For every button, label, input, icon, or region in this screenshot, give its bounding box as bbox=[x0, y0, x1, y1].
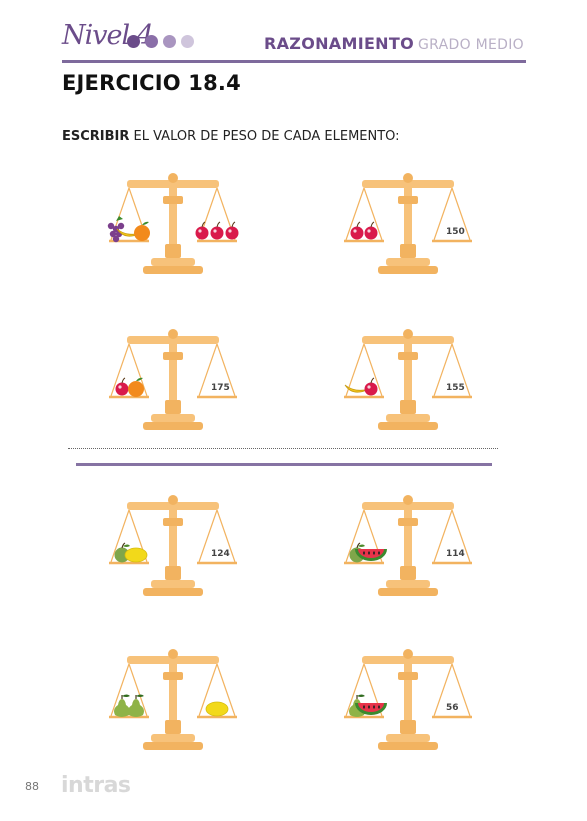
pear-icon bbox=[128, 694, 144, 717]
weight-label: 155 bbox=[446, 383, 465, 393]
balance-scale-drawing bbox=[109, 495, 237, 596]
orange-icon bbox=[128, 377, 144, 397]
weight-label: 150 bbox=[446, 227, 465, 237]
watermelon-icon bbox=[355, 703, 387, 715]
lemon-icon bbox=[124, 547, 148, 563]
grade-label: GRADO MEDIO bbox=[418, 37, 524, 53]
exercise-title: EJERCICIO 18.4 bbox=[62, 71, 241, 95]
page-number: 88 bbox=[25, 780, 39, 793]
orange-icon bbox=[134, 221, 150, 241]
weight-label: 175 bbox=[211, 383, 230, 393]
header-rule bbox=[62, 60, 526, 63]
apple-icon bbox=[114, 542, 130, 563]
balance-scale: 56 bbox=[338, 646, 478, 756]
instruction-text: EL VALOR DE PESO DE CADA ELEMENTO: bbox=[129, 129, 400, 144]
pear-icon bbox=[114, 694, 130, 717]
balance-scale: 150 bbox=[338, 170, 478, 280]
balance-scale-drawing bbox=[344, 649, 472, 750]
cherry-icon bbox=[350, 221, 364, 240]
grapes-icon bbox=[107, 216, 125, 243]
level-label: Nivel 4 bbox=[62, 20, 154, 51]
balance-scale: 155 bbox=[338, 326, 478, 436]
level-dot bbox=[127, 35, 140, 48]
balance-scale: 124 bbox=[103, 492, 243, 602]
balance-scale-drawing bbox=[107, 173, 239, 274]
balance-scale bbox=[103, 646, 243, 756]
balance-scale-drawing bbox=[344, 495, 472, 596]
dotted-divider bbox=[68, 448, 498, 449]
instruction: ESCRIBIR EL VALOR DE PESO DE CADA ELEMEN… bbox=[62, 129, 400, 144]
weight-label: 124 bbox=[211, 549, 230, 559]
watermelon-icon bbox=[355, 549, 387, 561]
cherry-icon bbox=[210, 221, 224, 240]
level-dots bbox=[127, 35, 194, 48]
cherry-icon bbox=[364, 377, 378, 396]
balance-scale: 175 bbox=[103, 326, 243, 436]
lemon-icon bbox=[205, 701, 229, 717]
publisher-logo: intras bbox=[61, 773, 131, 798]
balance-scale: 114 bbox=[338, 492, 478, 602]
section-divider bbox=[76, 463, 492, 466]
level-dot bbox=[163, 35, 176, 48]
balance-scale bbox=[103, 170, 243, 280]
balance-scale-drawing bbox=[344, 173, 472, 274]
page-header: Nivel 4 RAZONAMIENTO GRADO MEDIO bbox=[0, 0, 587, 70]
level-dot bbox=[145, 35, 158, 48]
section-label: RAZONAMIENTO GRADO MEDIO bbox=[264, 34, 524, 53]
cherry-icon bbox=[195, 221, 209, 240]
weight-label: 114 bbox=[446, 549, 465, 559]
balance-scale-drawing bbox=[109, 649, 237, 750]
section-name: RAZONAMIENTO bbox=[264, 34, 414, 53]
level-dot bbox=[181, 35, 194, 48]
balance-scale-drawing bbox=[344, 329, 472, 430]
weight-label: 56 bbox=[446, 703, 459, 713]
cherry-icon bbox=[364, 221, 378, 240]
cherry-icon bbox=[115, 377, 129, 396]
instruction-verb: ESCRIBIR bbox=[62, 129, 130, 144]
cherry-icon bbox=[225, 221, 239, 240]
balance-scale-drawing bbox=[109, 329, 237, 430]
